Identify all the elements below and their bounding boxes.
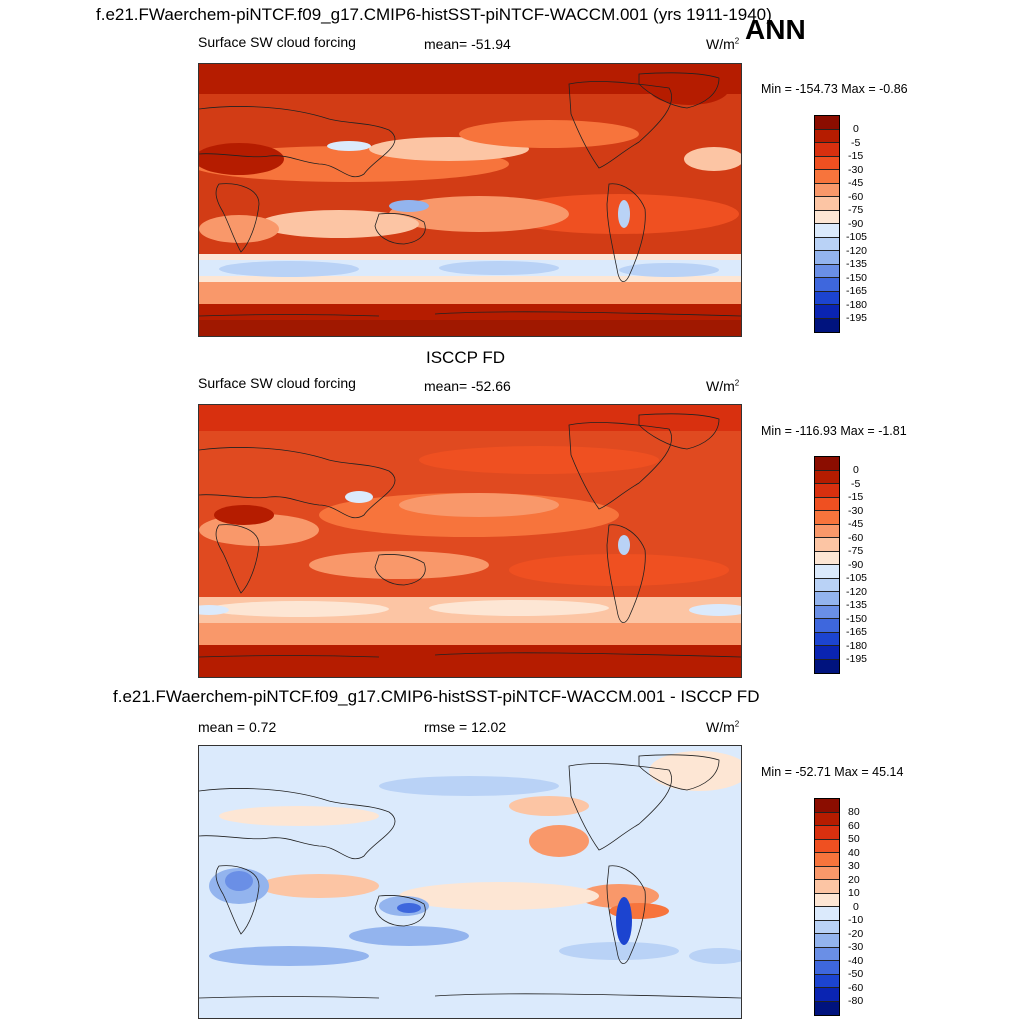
obs-title: ISCCP FD <box>426 348 506 367</box>
panel3-map <box>198 745 742 1019</box>
panel3-tick: -40 <box>848 955 864 967</box>
panel3-tick: 30 <box>848 860 860 872</box>
panel2-variable-label: Surface SW cloud forcing <box>198 375 356 391</box>
panel1-variable-label: Surface SW cloud forcing <box>198 34 356 50</box>
panel2-tick: 0 <box>853 464 859 476</box>
panel2-colorbar <box>814 456 840 674</box>
panel1-tick: -120 <box>846 245 868 257</box>
panel2-tick: -45 <box>848 518 864 530</box>
panel2-tick: -135 <box>846 599 868 611</box>
panel1-tick: -165 <box>846 285 868 297</box>
panel3-tick: 0 <box>853 901 859 913</box>
panel2-map <box>198 404 742 678</box>
panel2-minmax: Min = -116.93 Max = -1.81 <box>761 424 907 438</box>
panel2-units: W/m2 <box>706 378 740 394</box>
panel3-rmse: rmse = 12.02 <box>424 719 507 735</box>
panel3-tick: 10 <box>848 887 860 899</box>
panel3-units: W/m2 <box>706 719 740 735</box>
panel1-tick: -105 <box>846 231 868 243</box>
panel2-tick: -180 <box>846 640 868 652</box>
panel2-tick: -195 <box>846 653 868 665</box>
panel1-units: W/m2 <box>706 36 740 52</box>
panel1-tick: -15 <box>848 150 864 162</box>
panel2-tick: -15 <box>848 491 864 503</box>
panel2-tick: -165 <box>846 626 868 638</box>
panel3-colorbar <box>814 798 840 1016</box>
panel1-tick: -150 <box>846 272 868 284</box>
panel3-tick: -80 <box>848 995 864 1007</box>
figure-title: f.e21.FWaerchem-piNTCF.f09_g17.CMIP6-his… <box>96 5 772 24</box>
panel1-tick: -75 <box>848 204 864 216</box>
panel3-tick: -50 <box>848 968 864 980</box>
panel2-tick: -60 <box>848 532 864 544</box>
panel1-tick: -5 <box>851 137 861 149</box>
panel2-tick: -75 <box>848 545 864 557</box>
panel1-tick: -45 <box>848 177 864 189</box>
panel2-tick: -30 <box>848 505 864 517</box>
panel3-minmax: Min = -52.71 Max = 45.14 <box>761 765 904 779</box>
panel3-tick: -30 <box>848 941 864 953</box>
panel2-tick: -105 <box>846 572 868 584</box>
panel2-tick: -90 <box>848 559 864 571</box>
panel1-colorbar <box>814 115 840 333</box>
panel3-tick: 60 <box>848 820 860 832</box>
panel2-mean: mean= -52.66 <box>424 378 511 394</box>
panel1-tick: -180 <box>846 299 868 311</box>
panel2-tick: -120 <box>846 586 868 598</box>
panel2-tick: -5 <box>851 478 861 490</box>
panel3-tick: 50 <box>848 833 860 845</box>
panel1-minmax: Min = -154.73 Max = -0.86 <box>761 82 908 96</box>
panel3-tick: 80 <box>848 806 860 818</box>
panel3-tick: 20 <box>848 874 860 886</box>
panel3-mean: mean = 0.72 <box>198 719 277 735</box>
panel3-tick: 40 <box>848 847 860 859</box>
panel1-tick: 0 <box>853 123 859 135</box>
panel3-tick: -20 <box>848 928 864 940</box>
diff-title: f.e21.FWaerchem-piNTCF.f09_g17.CMIP6-his… <box>113 687 760 706</box>
season-label: ANN <box>745 14 806 45</box>
panel1-map <box>198 63 742 337</box>
panel1-tick: -90 <box>848 218 864 230</box>
panel1-mean: mean= -51.94 <box>424 36 511 52</box>
panel3-tick: -10 <box>848 914 864 926</box>
panel1-tick: -135 <box>846 258 868 270</box>
panel1-tick: -30 <box>848 164 864 176</box>
panel3-tick: -60 <box>848 982 864 994</box>
panel1-tick: -60 <box>848 191 864 203</box>
panel1-tick: -195 <box>846 312 868 324</box>
panel2-tick: -150 <box>846 613 868 625</box>
